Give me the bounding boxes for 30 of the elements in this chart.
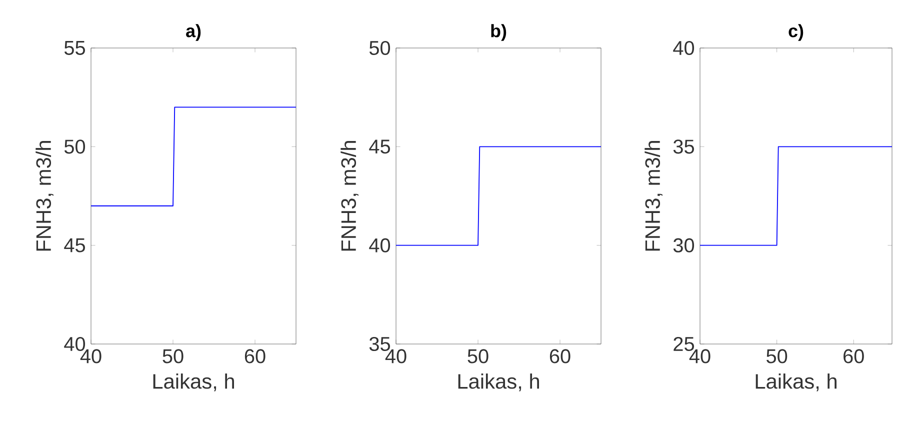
y-tick-label: 35: [369, 336, 390, 352]
x-tick-label: 40: [385, 349, 406, 364]
x-tick-label: 50: [766, 349, 788, 364]
y-tick-label: 50: [64, 140, 86, 154]
x-axis-title: Laikas, h: [153, 373, 234, 392]
x-axis-title: Laikas, h: [756, 373, 836, 392]
y-tick-label: 40: [369, 238, 390, 252]
y-tick-label: 35: [673, 140, 694, 154]
y-axis-title: FNH3, m3/h: [36, 140, 54, 251]
x-tick-label: 60: [550, 349, 570, 364]
y-tick-label: 40: [673, 40, 694, 56]
x-tick-label: 60: [244, 349, 266, 364]
chart-title: c): [788, 24, 804, 41]
y-axis-title: FNH3, m3/h: [340, 140, 358, 251]
x-axis-title: Laikas, h: [458, 373, 539, 392]
y-tick-label: 55: [64, 41, 85, 55]
x-tick-label: 50: [468, 349, 488, 364]
x-tick-label: 60: [844, 349, 864, 364]
y-tick-label: 45: [369, 140, 390, 154]
y-tick-label: 40: [64, 336, 86, 352]
y-tick-label: 50: [369, 40, 390, 56]
y-axis-title: FNH3, m3/h: [644, 140, 663, 251]
x-tick-label: 50: [162, 349, 184, 364]
x-tick-label: 40: [80, 349, 102, 364]
y-tick-label: 25: [674, 336, 694, 352]
chart-title: b): [491, 24, 506, 41]
chart-title: a): [186, 24, 201, 41]
y-tick-label: 30: [673, 238, 694, 252]
y-tick-label: 45: [64, 238, 85, 252]
x-tick-label: 40: [689, 349, 710, 364]
